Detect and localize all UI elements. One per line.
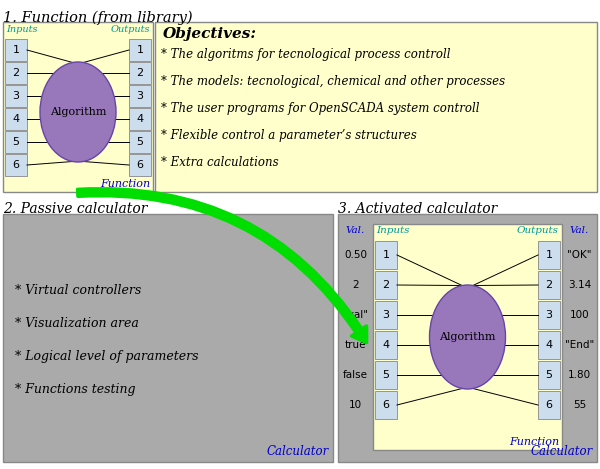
Text: * The models: tecnological, chemical and other processes: * The models: tecnological, chemical and…: [161, 75, 505, 88]
Text: 5: 5: [137, 137, 143, 147]
Ellipse shape: [40, 62, 116, 162]
Bar: [538, 391, 560, 419]
Text: 0.50: 0.50: [344, 250, 367, 260]
Text: * Logical level of parameters: * Logical level of parameters: [15, 350, 199, 363]
Text: false: false: [343, 370, 368, 380]
Text: 1: 1: [383, 250, 389, 260]
Text: 6: 6: [137, 160, 143, 170]
Text: 1: 1: [137, 45, 143, 55]
Text: 55: 55: [573, 400, 586, 410]
Bar: [375, 331, 397, 359]
Text: 3: 3: [383, 310, 389, 320]
Text: 2: 2: [545, 280, 553, 290]
Bar: [375, 391, 397, 419]
Bar: [155, 22, 597, 192]
Bar: [538, 301, 560, 329]
Bar: [5, 108, 27, 130]
Text: * Extra calculations: * Extra calculations: [161, 156, 278, 169]
Text: 1.80: 1.80: [568, 370, 591, 380]
Bar: [375, 241, 397, 269]
Text: Algorithm: Algorithm: [50, 107, 106, 117]
Bar: [129, 62, 151, 84]
Text: 2: 2: [352, 280, 359, 290]
Bar: [129, 154, 151, 176]
Text: "End": "End": [565, 340, 594, 350]
Text: 1. Function (from library): 1. Function (from library): [3, 11, 193, 25]
Text: * Flexible control a parameter’s structures: * Flexible control a parameter’s structu…: [161, 129, 417, 142]
Text: Inputs: Inputs: [6, 25, 37, 34]
Text: 10: 10: [349, 400, 362, 410]
Text: Val.: Val.: [570, 226, 589, 235]
Text: Algorithm: Algorithm: [439, 332, 496, 342]
Text: "val": "val": [343, 310, 368, 320]
Bar: [338, 214, 597, 462]
Text: 4: 4: [545, 340, 553, 350]
Bar: [3, 22, 153, 192]
Bar: [5, 131, 27, 153]
Text: Outputs: Outputs: [110, 25, 150, 34]
Text: 4: 4: [13, 114, 20, 124]
Text: 3. Activated calculator: 3. Activated calculator: [338, 202, 497, 216]
Text: 100: 100: [569, 310, 589, 320]
Bar: [3, 214, 333, 462]
Bar: [129, 131, 151, 153]
Text: 1: 1: [545, 250, 553, 260]
Text: 2: 2: [13, 68, 20, 78]
Bar: [538, 241, 560, 269]
Text: 4: 4: [382, 340, 389, 350]
Text: Objectives:: Objectives:: [163, 27, 257, 41]
Bar: [538, 271, 560, 299]
Text: 3.14: 3.14: [568, 280, 591, 290]
Text: Function: Function: [509, 437, 559, 447]
Text: Function: Function: [100, 179, 150, 189]
Bar: [375, 271, 397, 299]
Text: Outputs: Outputs: [517, 226, 559, 235]
Text: Calculator: Calculator: [267, 445, 329, 458]
Bar: [5, 154, 27, 176]
Bar: [375, 301, 397, 329]
Text: 2. Passive calculator: 2. Passive calculator: [3, 202, 148, 216]
FancyArrowPatch shape: [77, 189, 367, 343]
Bar: [538, 361, 560, 389]
Text: 5: 5: [13, 137, 19, 147]
Bar: [129, 39, 151, 61]
Text: 4: 4: [136, 114, 143, 124]
Bar: [373, 224, 562, 450]
Ellipse shape: [430, 285, 505, 389]
Text: 3: 3: [137, 91, 143, 101]
Bar: [129, 85, 151, 107]
Text: 2: 2: [382, 280, 389, 290]
Text: 5: 5: [383, 370, 389, 380]
Bar: [538, 331, 560, 359]
Text: * Functions testing: * Functions testing: [15, 383, 136, 396]
Text: "OK": "OK": [567, 250, 592, 260]
Text: Val.: Val.: [346, 226, 365, 235]
Text: 5: 5: [545, 370, 553, 380]
Text: true: true: [345, 340, 366, 350]
Bar: [5, 62, 27, 84]
Text: * Visualization area: * Visualization area: [15, 317, 139, 330]
Text: 3: 3: [545, 310, 553, 320]
Bar: [5, 39, 27, 61]
Text: 6: 6: [383, 400, 389, 410]
Bar: [375, 361, 397, 389]
Bar: [129, 108, 151, 130]
Text: 2: 2: [136, 68, 143, 78]
Text: * Virtual controllers: * Virtual controllers: [15, 284, 141, 297]
Bar: [5, 85, 27, 107]
Text: Calculator: Calculator: [531, 445, 593, 458]
Text: * The algoritms for tecnological process controll: * The algoritms for tecnological process…: [161, 48, 451, 61]
Text: * The user programs for OpenSCADA system controll: * The user programs for OpenSCADA system…: [161, 102, 479, 115]
Text: 6: 6: [13, 160, 19, 170]
Text: 6: 6: [545, 400, 553, 410]
Text: 3: 3: [13, 91, 19, 101]
Text: 1: 1: [13, 45, 19, 55]
Text: Inputs: Inputs: [376, 226, 409, 235]
